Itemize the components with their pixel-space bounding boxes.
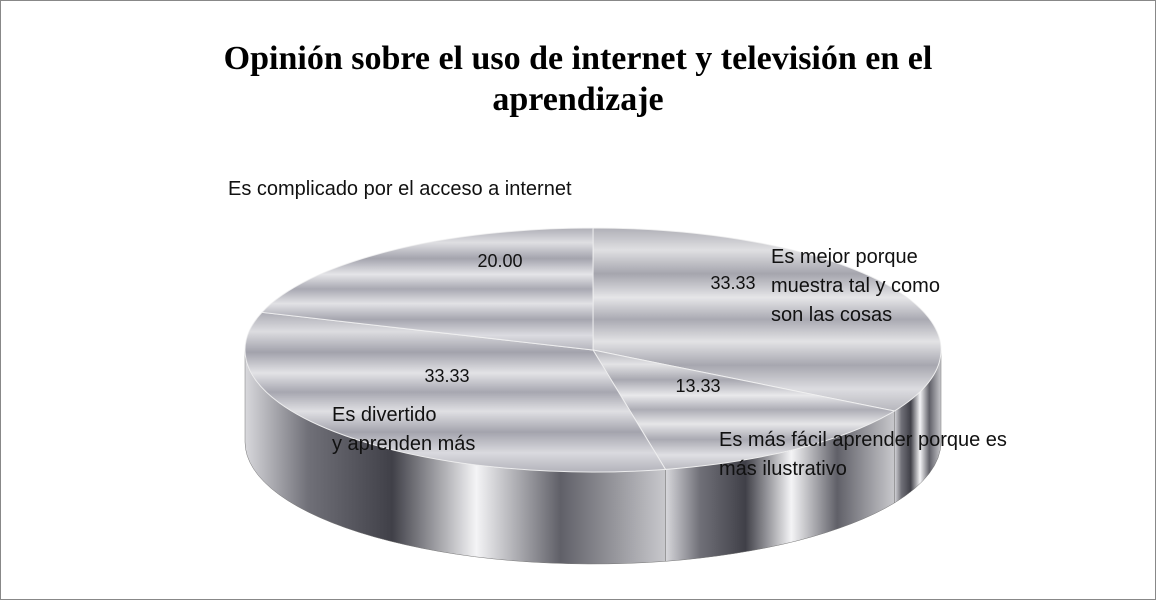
slice xyxy=(591,349,896,470)
category-label: Es divertido y aprenden más xyxy=(332,404,476,455)
slice xyxy=(260,227,594,351)
slice-tint xyxy=(593,350,895,470)
slice xyxy=(244,311,667,473)
category-label: Es más fácil aprender porque es más ilus… xyxy=(719,429,1007,480)
slice xyxy=(592,227,942,412)
slice-tint xyxy=(244,312,666,472)
chart-title: Opinión sobre el uso de internet y telev… xyxy=(223,40,933,118)
value-label: 33.33 xyxy=(710,273,755,293)
category-label: Es complicado por el acceso a internet xyxy=(228,178,572,200)
slice-tint xyxy=(593,228,941,411)
category-label: Es mejor porque muestra tal y como son l… xyxy=(771,246,940,326)
value-label: 13.33 xyxy=(675,376,720,396)
value-label: 20.00 xyxy=(477,251,522,271)
slice-tint xyxy=(262,228,593,350)
value-label: 33.33 xyxy=(424,366,469,386)
